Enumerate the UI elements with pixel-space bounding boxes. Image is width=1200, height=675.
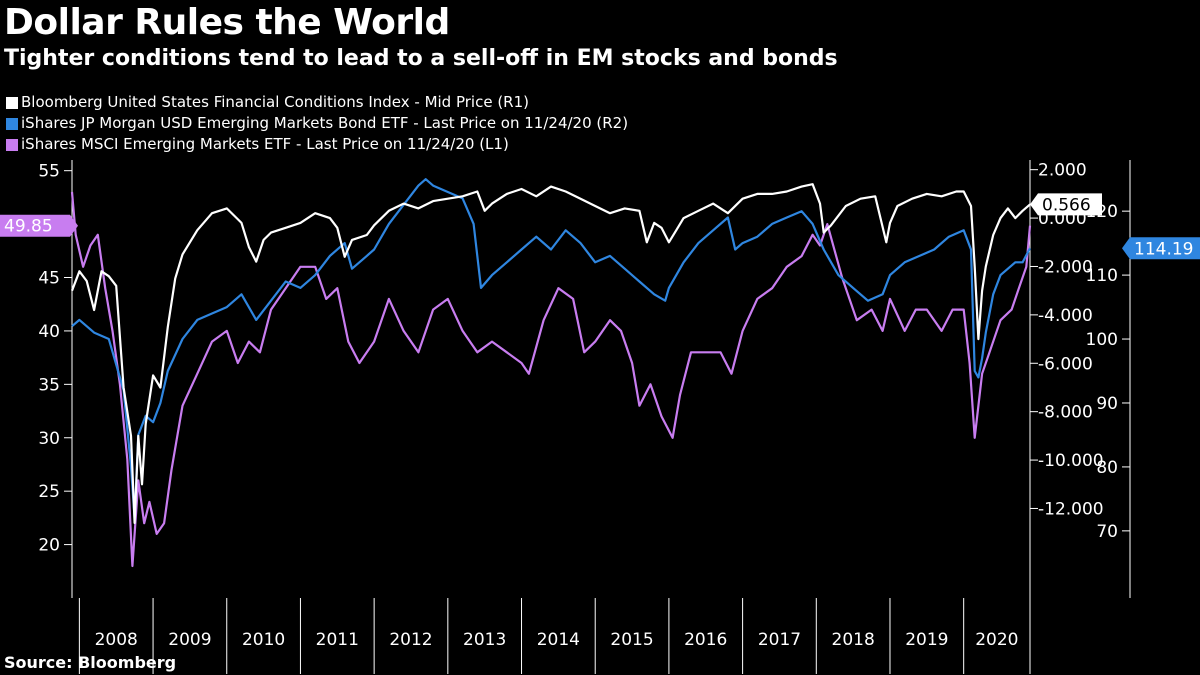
x-axis-tick-label: 2020 (975, 630, 1018, 650)
left-axis-tick-label: 45 (38, 269, 60, 289)
x-axis-tick-label: 2015 (610, 630, 653, 650)
legend-item-fci: Bloomberg United States Financial Condit… (6, 92, 628, 113)
last-value-fci-box (1030, 193, 1102, 216)
series-line-fci (70, 183, 1031, 525)
left-axis-tick-label: 55 (38, 162, 60, 182)
r2-axis-tick-label: 110 (1086, 266, 1118, 286)
x-axis-tick-label: 2013 (463, 630, 506, 650)
source-note: Source: Bloomberg (4, 653, 177, 672)
legend-swatch-fci (6, 96, 18, 109)
x-axis-tick-label: 2009 (168, 630, 211, 650)
legend-label-fci: Bloomberg United States Financial Condit… (21, 93, 529, 111)
last-value-emb-label: 114.19 (1134, 239, 1193, 259)
r2-axis-tick-label: 70 (1096, 522, 1118, 542)
last-value-eem-box (0, 214, 78, 237)
legend-label-eem: iShares MSCI Emerging Markets ETF - Last… (21, 135, 509, 153)
x-axis-tick-label: 2016 (684, 630, 727, 650)
series-line-emb (71, 178, 1031, 520)
legend-item-eem: iShares MSCI Emerging Markets ETF - Last… (6, 134, 628, 155)
left-axis-tick-label: 40 (38, 322, 60, 342)
x-axis-tick-label: 2010 (242, 630, 285, 650)
r2-axis-tick-label: 80 (1096, 458, 1118, 478)
r1-axis-tick-label: -8.000 (1038, 403, 1093, 423)
x-axis-tick-label: 2012 (389, 630, 432, 650)
r1-axis-tick-label: -10.000 (1038, 451, 1104, 471)
r1-axis-tick-label: -2.000 (1038, 257, 1093, 277)
r2-axis-tick-label: 100 (1086, 330, 1118, 350)
r1-axis-tick-label: -12.000 (1038, 499, 1104, 519)
x-axis-tick-label: 2019 (905, 630, 948, 650)
last-value-eem-label: 49.85 (4, 217, 53, 237)
series-line-eem (70, 191, 1032, 568)
legend: Bloomberg United States Financial Condit… (6, 92, 628, 155)
last-value-emb-box (1122, 237, 1200, 260)
r1-axis-tick-label: -4.000 (1038, 306, 1093, 326)
chart-title: Dollar Rules the World (4, 2, 450, 43)
legend-item-emb: iShares JP Morgan USD Emerging Markets B… (6, 113, 628, 134)
legend-swatch-emb (6, 117, 18, 130)
r1-axis-tick-label: 2.000 (1038, 161, 1087, 181)
r1-axis-tick-label: -6.000 (1038, 354, 1093, 374)
x-axis-tick-label: 2011 (316, 630, 359, 650)
left-axis-tick-label: 30 (38, 429, 60, 449)
chart-subtitle: Tighter conditions tend to lead to a sel… (4, 46, 838, 71)
x-axis-tick-label: 2014 (537, 630, 580, 650)
left-axis-tick-label: 20 (38, 536, 60, 556)
x-axis-tick-label: 2018 (832, 630, 875, 650)
r2-axis-tick-label: 90 (1096, 394, 1118, 414)
legend-swatch-eem (6, 138, 18, 151)
left-axis-tick-label: 25 (38, 482, 60, 502)
legend-label-emb: iShares JP Morgan USD Emerging Markets B… (21, 114, 629, 132)
x-axis-tick-label: 2008 (95, 630, 138, 650)
last-value-fci-label: 0.566 (1042, 195, 1091, 215)
x-axis-tick-label: 2017 (758, 630, 801, 650)
left-axis-tick-label: 35 (38, 375, 60, 395)
